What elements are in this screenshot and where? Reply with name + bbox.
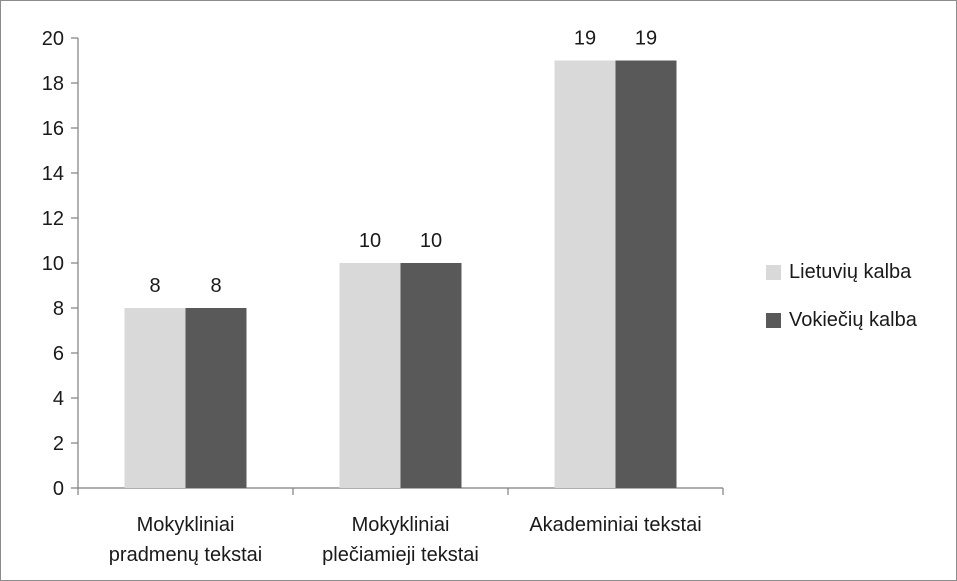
y-tick-label: 12 — [42, 208, 64, 230]
legend-label: Vokiečių kalba — [789, 308, 917, 331]
y-tick-label: 2 — [53, 433, 64, 455]
bar — [400, 263, 462, 488]
y-tick-label: 0 — [53, 478, 64, 500]
y-tick-label: 18 — [42, 73, 64, 95]
y-tick-label: 16 — [42, 118, 64, 140]
legend-label: Lietuvių kalba — [789, 260, 912, 283]
bar — [124, 308, 186, 488]
y-tick-label: 6 — [53, 343, 64, 365]
x-category-label: Akademiniai tekstai — [529, 514, 701, 536]
x-category-label: Mokykliniai — [352, 514, 450, 536]
y-tick-label: 8 — [53, 298, 64, 320]
legend-item: Vokiečių kalba — [766, 307, 917, 333]
data-label: 19 — [574, 28, 596, 50]
data-label: 19 — [635, 28, 657, 50]
bar — [554, 60, 616, 488]
bar — [185, 308, 247, 488]
x-category-label: pradmenų tekstai — [109, 544, 262, 566]
legend: Lietuvių kalba Vokiečių kalba — [766, 259, 917, 355]
data-label: 10 — [420, 230, 442, 252]
y-tick-label: 20 — [42, 28, 64, 50]
data-label: 10 — [359, 230, 381, 252]
data-label: 8 — [210, 275, 221, 297]
y-tick-label: 14 — [42, 163, 64, 185]
x-category-label: plečiamieji tekstai — [322, 544, 479, 566]
bar — [615, 60, 677, 488]
legend-swatch — [766, 312, 781, 328]
bar — [339, 263, 401, 488]
y-tick-label: 4 — [53, 388, 64, 410]
x-category-label: Mokykliniai — [137, 514, 235, 536]
data-label: 8 — [149, 275, 160, 297]
y-tick-label: 10 — [42, 253, 64, 275]
legend-swatch — [766, 264, 781, 280]
legend-item: Lietuvių kalba — [766, 259, 917, 285]
